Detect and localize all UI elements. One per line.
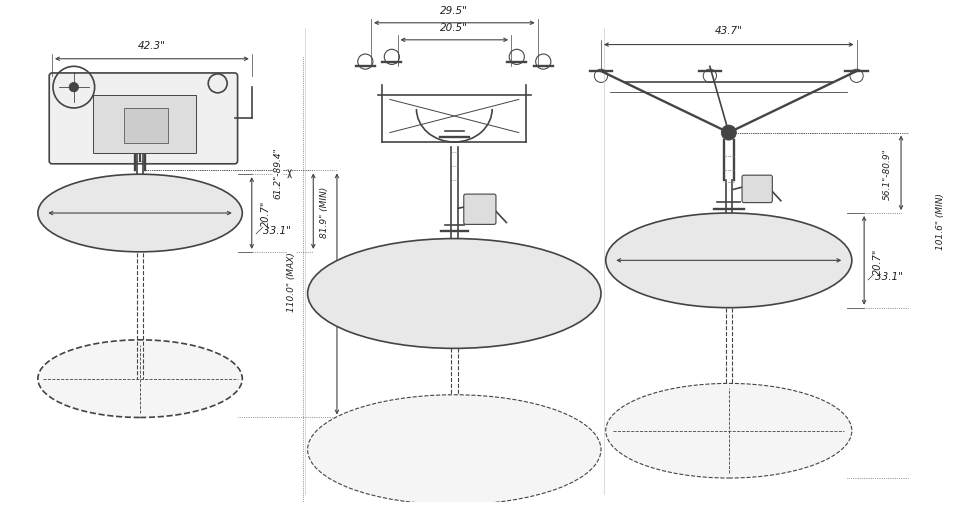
Text: 20.5": 20.5": [441, 22, 468, 33]
Ellipse shape: [307, 395, 601, 504]
FancyBboxPatch shape: [93, 96, 196, 154]
Text: 56.1"-80.9": 56.1"-80.9": [883, 148, 892, 200]
FancyBboxPatch shape: [742, 176, 773, 203]
Ellipse shape: [37, 175, 242, 252]
FancyBboxPatch shape: [464, 195, 496, 225]
Text: ̸33.1": ̸33.1": [876, 271, 903, 281]
Ellipse shape: [606, 384, 852, 478]
Circle shape: [721, 126, 736, 141]
Text: 20.7": 20.7": [261, 201, 271, 227]
Text: 81.9" (MIN): 81.9" (MIN): [320, 186, 329, 237]
Ellipse shape: [37, 340, 242, 418]
Text: 20.7": 20.7": [874, 248, 883, 274]
Text: ̸33.1": ̸33.1": [263, 225, 291, 236]
Text: 43.7": 43.7": [715, 26, 743, 36]
Text: 110.0" (MAX): 110.0" (MAX): [287, 252, 296, 312]
Text: 29.5": 29.5": [441, 6, 468, 15]
Text: 61.2"-89.4": 61.2"-89.4": [274, 147, 283, 199]
FancyBboxPatch shape: [49, 74, 237, 164]
FancyBboxPatch shape: [124, 109, 168, 144]
Text: 101.6" (MIN): 101.6" (MIN): [936, 193, 946, 249]
Text: 42.3": 42.3": [137, 41, 165, 51]
Ellipse shape: [606, 214, 852, 308]
Circle shape: [69, 83, 79, 93]
Ellipse shape: [307, 239, 601, 349]
Text: 110.0" (MAX): 110.0" (MAX): [344, 265, 353, 325]
